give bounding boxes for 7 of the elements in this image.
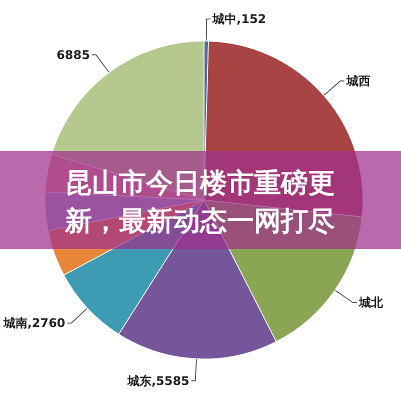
- data-label: 6885: [56, 48, 90, 62]
- slice-label: 城南,2760: [2, 316, 66, 330]
- title-banner: 昆山市今日楼市重磅更新，最新动态一网打尽: [0, 151, 401, 249]
- slice-label: 城北: [358, 296, 384, 310]
- slice-label: 城东,5585: [126, 374, 190, 388]
- slice-label: 城西: [345, 74, 370, 88]
- slice-label: 城中,152: [212, 12, 266, 26]
